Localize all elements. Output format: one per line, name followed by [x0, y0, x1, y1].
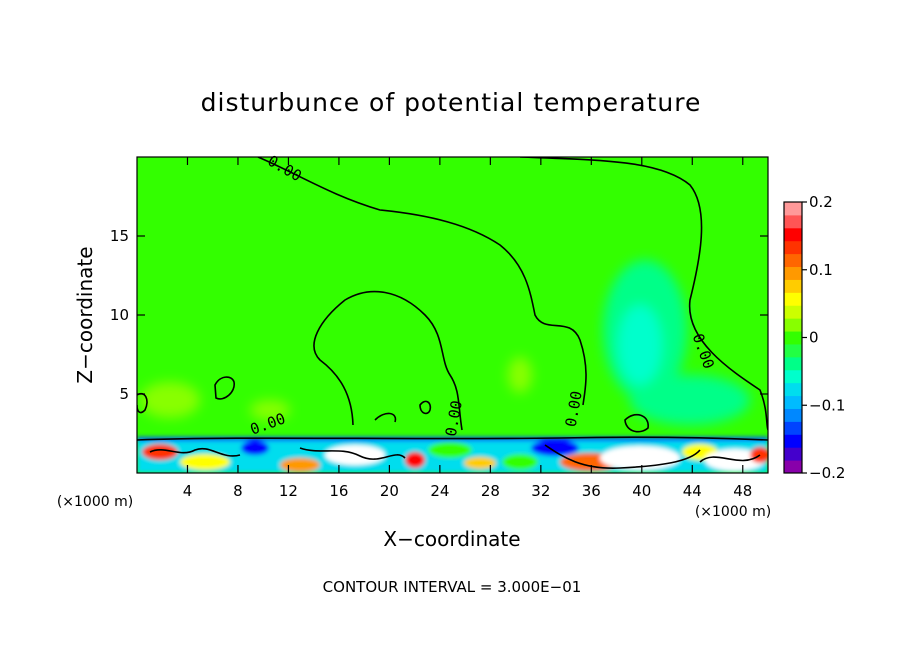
- colorbar-swatch: [784, 343, 802, 358]
- x-tick-label: 36: [582, 482, 601, 500]
- x-tick-label: 20: [380, 482, 399, 500]
- colorbar: 0.2 0.1 0 −0.1 −0.2: [783, 193, 845, 482]
- colorbar-swatch: [784, 292, 802, 306]
- x-tick-label: 44: [683, 482, 702, 500]
- colorbar-swatch: [784, 253, 802, 268]
- x-tick-label: 48: [733, 482, 752, 500]
- colorbar-swatch: [784, 382, 802, 397]
- colorbar-tick-label: 0: [809, 329, 819, 347]
- contour-interval-note: CONTOUR INTERVAL = 3.000E−01: [323, 578, 582, 596]
- colorbar-swatch: [784, 227, 802, 242]
- colorbar-swatch: [784, 240, 802, 255]
- surface-band: [137, 437, 768, 473]
- colorbar-tick-label: 0.1: [809, 261, 833, 279]
- contour-lines: [137, 157, 768, 469]
- colorbar-swatch: [784, 305, 802, 319]
- y-axis: 5 10 15: [110, 227, 768, 403]
- x-tick-label: 12: [279, 482, 298, 500]
- y-axis-title: Z−coordinate: [73, 246, 97, 383]
- x-axis-title: X−coordinate: [383, 527, 520, 551]
- x-tick-label: 4: [183, 482, 193, 500]
- cyan-anomaly: [140, 260, 750, 425]
- x-axis: 4 8 12 16 20 24 28 32 36 40 44 48: [183, 157, 752, 500]
- contour-label: 0.00: [442, 399, 466, 438]
- colorbar-swatch: [784, 318, 802, 332]
- contour-label: 0.00: [562, 390, 586, 429]
- y-tick-label: 5: [119, 385, 129, 403]
- colorbar-tick-label: 0.2: [809, 193, 833, 211]
- colorbar-tick-label: −0.1: [809, 396, 845, 414]
- colorbar-swatch: [784, 214, 802, 229]
- x-tick-label: 40: [632, 482, 651, 500]
- colorbar-swatch: [784, 266, 802, 280]
- y-tick-label: 15: [110, 227, 129, 245]
- colorbar-swatch: [784, 395, 802, 409]
- colorbar-swatch: [784, 460, 802, 474]
- colorbar-swatch: [784, 279, 802, 293]
- field-layer: [137, 157, 768, 473]
- x-tick-label: 24: [430, 482, 449, 500]
- colorbar-tick-label: −0.2: [809, 464, 845, 482]
- colorbar-swatch: [784, 421, 802, 435]
- y-tick-label: 10: [110, 306, 129, 324]
- x-tick-label: 28: [481, 482, 500, 500]
- x-unit-right: (×1000 m): [695, 504, 771, 520]
- colorbar-swatch: [784, 369, 802, 384]
- colorbar-swatch: [784, 447, 802, 461]
- colorbar-swatch: [784, 356, 802, 371]
- colorbar-swatch: [784, 202, 802, 216]
- x-tick-label: 16: [329, 482, 348, 500]
- colorbar-swatch: [784, 408, 802, 422]
- x-tick-label: 8: [233, 482, 243, 500]
- colorbar-swatch: [784, 434, 802, 448]
- x-tick-label: 32: [531, 482, 550, 500]
- colorbar-swatch: [784, 331, 802, 345]
- x-unit-left: (×1000 m): [57, 494, 133, 510]
- chart-title: disturbunce of potential temperature: [201, 88, 702, 117]
